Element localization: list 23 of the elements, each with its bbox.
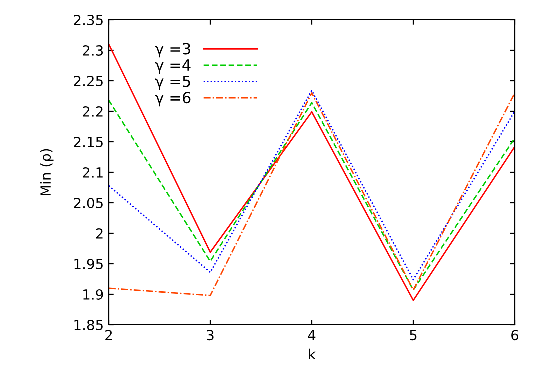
x-tick-label: 2 (106, 330, 112, 340)
y-tick-label: 2.2 (83, 106, 103, 117)
x-tick-label: 4 (308, 330, 316, 340)
y-tick-label: 2 (96, 228, 103, 239)
legend-label: γ =6 (155, 92, 191, 107)
y-tick-label: 2.3 (83, 45, 104, 56)
x-axis-title: k (309, 348, 316, 360)
y-tick-label: 1.95 (74, 258, 103, 270)
x-tick-label: 5 (410, 330, 417, 341)
y-tick-label: 2.35 (74, 14, 103, 26)
x-tick-label: 6 (512, 330, 519, 341)
legend-label: γ =5 (155, 76, 190, 90)
y-tick-label: 1.85 (74, 320, 103, 330)
legend-label: γ =3 (155, 43, 190, 58)
y-tick-label: 2.05 (74, 198, 103, 208)
line-series (109, 44, 515, 302)
y-axis-title: Min (ρ) (40, 149, 54, 196)
y-tick-label: 2.15 (74, 136, 103, 148)
legend-label: γ =4 (155, 60, 191, 74)
y-tick-label: 2.1 (83, 167, 103, 178)
x-tick-label: 3 (207, 330, 214, 341)
y-tick-label: 2.25 (74, 76, 103, 86)
y-tick-label: 1.9 (84, 289, 104, 300)
